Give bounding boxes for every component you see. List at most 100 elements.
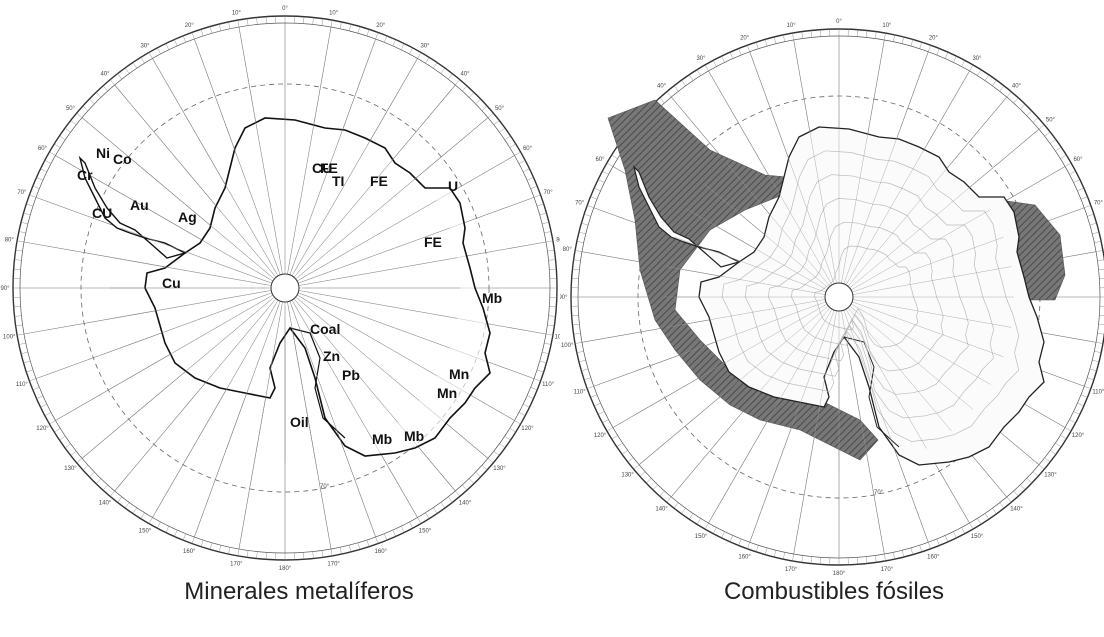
right-tick bbox=[928, 45, 931, 52]
mineral-label-au: Au bbox=[130, 197, 149, 213]
left-tick bbox=[246, 550, 249, 558]
right-tick bbox=[627, 457, 634, 463]
right-longitude-label: 0° bbox=[836, 19, 842, 25]
left-tick bbox=[357, 26, 361, 34]
left-meridian-overlay bbox=[112, 257, 272, 286]
right-meridian-overlay bbox=[778, 132, 835, 284]
left-tick bbox=[440, 502, 446, 509]
right-tick bbox=[598, 411, 605, 415]
right-tick bbox=[598, 179, 605, 183]
right-tick bbox=[992, 80, 997, 86]
left-tick bbox=[36, 395, 43, 399]
left-tick bbox=[49, 151, 56, 156]
right-tick bbox=[1098, 324, 1104, 326]
left-tick bbox=[533, 194, 541, 198]
left-longitude-label: 110° bbox=[16, 382, 29, 388]
right-tick bbox=[1098, 268, 1104, 270]
right-tick bbox=[633, 464, 640, 470]
left-tick bbox=[32, 185, 40, 189]
left-tick bbox=[504, 135, 511, 140]
right-meridian-overlay bbox=[851, 209, 991, 291]
left-tick bbox=[21, 222, 28, 225]
right-tick bbox=[594, 187, 601, 192]
left-tick bbox=[132, 507, 137, 514]
right-tick bbox=[936, 538, 940, 546]
left-meridian-overlay bbox=[296, 294, 437, 376]
left-longitude-label: 160° bbox=[375, 549, 388, 555]
right-tick bbox=[575, 250, 582, 252]
left-tick bbox=[409, 47, 413, 55]
elevation-contour bbox=[791, 221, 944, 372]
right-tick bbox=[919, 545, 923, 552]
right-meridian-overlay bbox=[847, 162, 952, 287]
right-meridian-overlay bbox=[843, 132, 900, 284]
right-tick bbox=[928, 542, 931, 549]
left-tick bbox=[29, 194, 37, 198]
right-meridian-overlay bbox=[843, 310, 900, 462]
right-tick bbox=[953, 56, 957, 63]
left-tick bbox=[312, 17, 314, 25]
right-tick bbox=[1060, 435, 1067, 440]
right-longitude-label: 150° bbox=[971, 534, 984, 540]
left-tick bbox=[29, 378, 37, 382]
left-tick bbox=[523, 403, 530, 408]
mineral-label-mb: Mb bbox=[372, 431, 392, 447]
left-meridian-overlay bbox=[293, 153, 398, 278]
right-tick bbox=[1077, 402, 1084, 407]
left-tick bbox=[542, 222, 549, 225]
right-tick bbox=[1080, 394, 1088, 398]
right-tick bbox=[910, 39, 914, 47]
left-tick bbox=[17, 240, 25, 243]
left-tick bbox=[487, 458, 494, 463]
right-tick bbox=[1084, 205, 1091, 208]
left-tick bbox=[15, 324, 23, 327]
right-longitude-label: 140° bbox=[1010, 506, 1023, 512]
right-tick bbox=[1084, 386, 1091, 389]
right-meridian-overlay bbox=[841, 124, 870, 284]
right-meridian-overlay bbox=[808, 310, 837, 470]
left-tick bbox=[14, 259, 22, 261]
right-tick bbox=[1094, 351, 1102, 353]
left-longitude-label: 180° bbox=[279, 566, 292, 572]
right-longitude-label: 30° bbox=[696, 56, 706, 62]
right-tick bbox=[1073, 411, 1080, 415]
left-meridian-overlay bbox=[289, 123, 346, 275]
left-longitude-label: 100° bbox=[555, 335, 560, 341]
left-longitude-label: 60° bbox=[523, 146, 533, 152]
left-tick bbox=[468, 92, 475, 98]
right-tick bbox=[977, 69, 982, 76]
left-tick bbox=[321, 18, 324, 26]
right-longitude-label: 120° bbox=[1072, 433, 1085, 439]
right-antarctic-peninsula bbox=[632, 165, 741, 268]
left-tick bbox=[499, 443, 506, 449]
right-tick bbox=[1096, 342, 1103, 344]
left-tick bbox=[23, 360, 31, 364]
left-meridian-overlay bbox=[291, 299, 373, 440]
left-tick bbox=[174, 530, 178, 537]
right-tick bbox=[738, 538, 742, 546]
left-tick bbox=[417, 52, 422, 59]
left-tick bbox=[102, 484, 108, 491]
right-tick bbox=[1064, 427, 1072, 432]
right-longitude-label: 130° bbox=[1044, 472, 1057, 478]
left-tick bbox=[455, 490, 460, 497]
left-tick bbox=[26, 369, 34, 373]
right-tick bbox=[961, 60, 965, 67]
left-tick bbox=[140, 512, 145, 519]
left-tick bbox=[527, 177, 534, 181]
right-tick bbox=[616, 442, 623, 448]
right-tick bbox=[1044, 457, 1051, 463]
left-tick bbox=[433, 507, 438, 514]
right-tick bbox=[688, 74, 694, 81]
right-tick bbox=[801, 31, 803, 39]
right-tick bbox=[1087, 213, 1094, 217]
right-meridian-overlay bbox=[851, 303, 991, 385]
left-tick bbox=[321, 550, 324, 558]
right-meridian-overlay bbox=[704, 305, 829, 410]
right-meridian-overlay bbox=[808, 124, 837, 284]
left-tick bbox=[15, 249, 23, 252]
right-tick bbox=[659, 490, 665, 497]
right-tick bbox=[783, 552, 785, 560]
left-tick bbox=[89, 98, 95, 105]
right-longitude-label: 10° bbox=[787, 23, 797, 29]
